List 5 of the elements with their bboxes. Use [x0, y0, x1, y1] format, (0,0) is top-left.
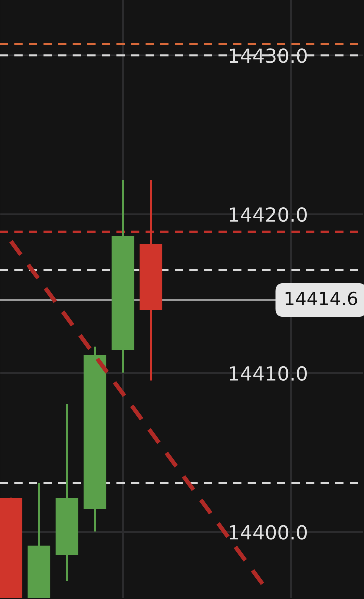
y-tick-label: 14400.0	[230, 525, 308, 540]
ref-line-label: 14414.6	[286, 292, 358, 306]
y-tick-label: 14420.0	[230, 207, 308, 222]
y-tick-label: 14410.0	[230, 366, 308, 382]
y-tick-label: 14430.0	[230, 48, 308, 64]
